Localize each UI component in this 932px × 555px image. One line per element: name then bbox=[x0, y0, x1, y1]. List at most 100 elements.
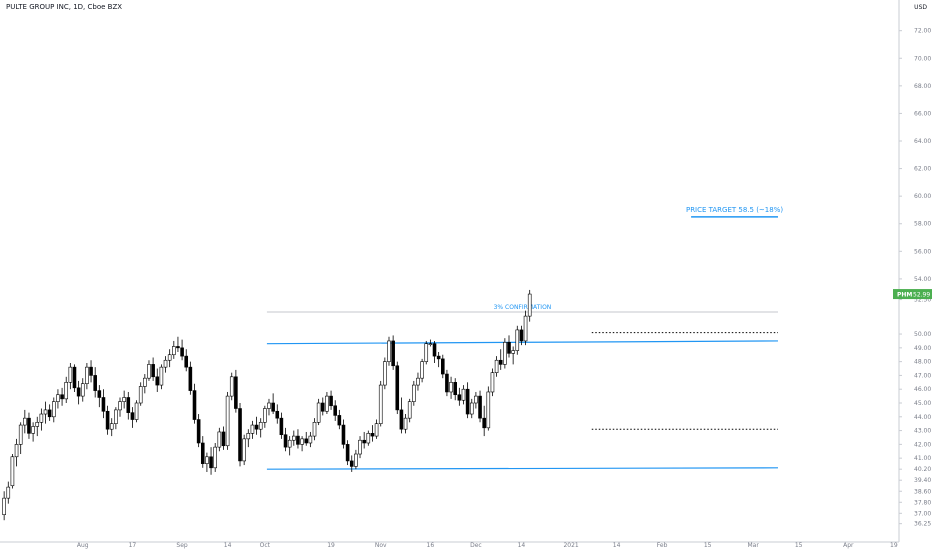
y-tick-label: 62.00 bbox=[914, 166, 931, 173]
y-tick-label: 42.00 bbox=[914, 441, 931, 448]
y-tick-label: 64.00 bbox=[914, 138, 931, 145]
candle-up bbox=[490, 372, 495, 393]
candle-up bbox=[143, 377, 147, 387]
candle-up bbox=[469, 402, 474, 415]
y-tick-label: 37.00 bbox=[914, 510, 931, 517]
candle-down bbox=[333, 405, 337, 416]
candle-up bbox=[122, 397, 126, 402]
x-tick-label: 17 bbox=[129, 542, 137, 549]
y-tick-label: 47.00 bbox=[914, 372, 931, 379]
candle-up bbox=[287, 439, 292, 448]
candle-down bbox=[345, 444, 350, 462]
candle-down bbox=[234, 376, 238, 409]
candle-up bbox=[461, 388, 466, 401]
candle-up bbox=[527, 293, 532, 317]
candle-up bbox=[424, 343, 429, 362]
candle-up bbox=[292, 435, 296, 441]
price-tag-badge bbox=[893, 289, 932, 300]
candle-down bbox=[209, 456, 213, 469]
price-tag-value: 52.99 bbox=[913, 291, 930, 298]
candle-up bbox=[2, 497, 6, 515]
candle-up bbox=[312, 422, 317, 437]
candle-up bbox=[23, 417, 27, 426]
candle-down bbox=[341, 424, 346, 445]
candle-down bbox=[436, 355, 441, 360]
candle-down bbox=[93, 375, 97, 391]
candle-up bbox=[428, 343, 433, 346]
candle-up bbox=[403, 417, 408, 430]
candle-down bbox=[275, 410, 280, 419]
x-tick-label: 15 bbox=[795, 542, 803, 549]
y-tick-label: 52.50 bbox=[914, 297, 931, 304]
y-tick-label: 45.00 bbox=[914, 400, 931, 407]
candle-up bbox=[109, 423, 114, 430]
candle-down bbox=[395, 365, 400, 411]
candle-down bbox=[27, 417, 31, 434]
candle-up bbox=[80, 383, 85, 397]
candle-up bbox=[316, 402, 321, 423]
candle-up bbox=[387, 340, 391, 362]
candle-down bbox=[445, 373, 449, 393]
candle-up bbox=[85, 366, 89, 384]
candle-up bbox=[242, 438, 246, 462]
candle-up bbox=[449, 382, 453, 393]
candle-down bbox=[238, 408, 242, 462]
price-target-label: PRICE TARGET 58.5 (~18%) bbox=[686, 206, 783, 214]
candle-up bbox=[263, 408, 267, 423]
x-tick-label: Sep bbox=[176, 542, 188, 549]
candle-up bbox=[205, 456, 209, 464]
candle-up bbox=[68, 366, 73, 383]
y-tick-label: 72.00 bbox=[914, 28, 931, 35]
candle-up bbox=[325, 395, 329, 412]
y-tick-label: 44.00 bbox=[914, 414, 931, 421]
candle-down bbox=[151, 364, 155, 378]
candle-up bbox=[250, 424, 255, 434]
candle-down bbox=[180, 347, 184, 357]
candle-up bbox=[474, 395, 478, 404]
candle-down bbox=[47, 409, 52, 418]
candle-up bbox=[300, 438, 304, 445]
candle-up bbox=[31, 426, 35, 434]
x-tick-label: 15 bbox=[704, 542, 712, 549]
x-tick-label: 19 bbox=[327, 542, 335, 549]
candle-up bbox=[172, 346, 176, 356]
candle-down bbox=[221, 431, 226, 447]
x-tick-label: Nov bbox=[375, 542, 387, 549]
candle-up bbox=[35, 422, 40, 427]
y-tick-label: 41.00 bbox=[914, 455, 931, 462]
x-tick-label: Aug bbox=[77, 542, 89, 549]
candle-down bbox=[296, 435, 300, 445]
candle-up bbox=[138, 386, 143, 404]
candle-down bbox=[72, 366, 77, 389]
x-tick-label: 16 bbox=[427, 542, 435, 549]
candle-up bbox=[6, 486, 11, 499]
candle-up bbox=[225, 395, 230, 447]
candle-up bbox=[246, 433, 251, 440]
y-tick-label: 46.00 bbox=[914, 386, 931, 393]
y-tick-label: 54.00 bbox=[914, 276, 931, 283]
candle-up bbox=[374, 423, 379, 437]
y-tick-label: 40.20 bbox=[914, 466, 931, 473]
candle-up bbox=[159, 366, 164, 386]
candle-up bbox=[163, 359, 168, 368]
y-tick-label: 68.00 bbox=[914, 83, 931, 90]
upper-channel-line bbox=[266, 340, 778, 345]
y-tick-label: 43.00 bbox=[914, 428, 931, 435]
candle-up bbox=[43, 409, 48, 415]
candle-up bbox=[167, 354, 172, 361]
candle-down bbox=[391, 340, 395, 367]
candle-up bbox=[14, 444, 19, 458]
candle-down bbox=[155, 376, 160, 386]
candle-up bbox=[258, 422, 263, 430]
candle-up bbox=[511, 350, 515, 354]
candle-up bbox=[407, 401, 412, 419]
candle-down bbox=[457, 394, 462, 401]
candle-up bbox=[118, 401, 122, 411]
candle-up bbox=[523, 315, 528, 342]
candle-up bbox=[114, 409, 118, 424]
x-tick-label: 19 bbox=[890, 542, 898, 549]
y-tick-label: 56.00 bbox=[914, 248, 931, 255]
